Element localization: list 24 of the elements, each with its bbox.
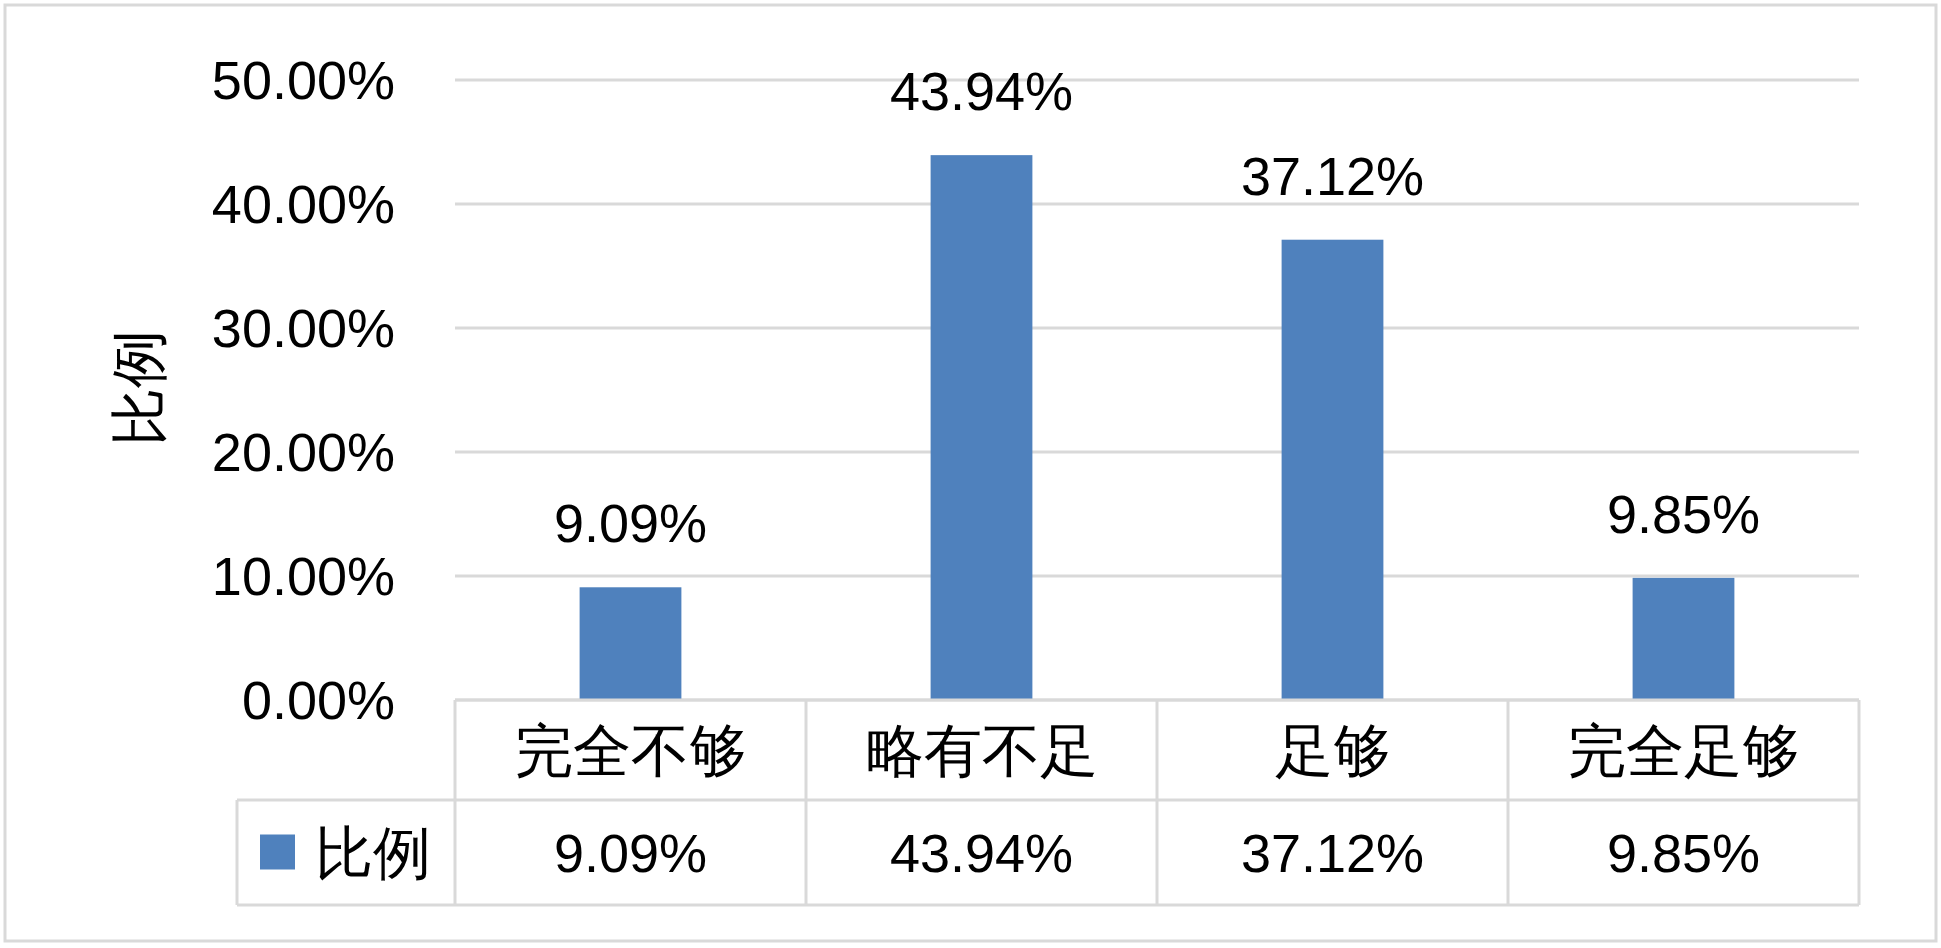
y-tick-label: 30.00% (211, 298, 395, 358)
x-tick-label: 略有不足 (865, 717, 1098, 783)
bar (930, 155, 1033, 700)
y-tick-label: 50.00% (211, 50, 395, 110)
data-label: 43.94% (889, 822, 1074, 883)
legend-label: 比例 (315, 820, 431, 885)
y-tick-label: 40.00% (211, 174, 395, 234)
data-label: 9.09% (553, 822, 708, 883)
data-label: 9.85% (1606, 822, 1761, 883)
x-tick-label: 完全不够 (514, 717, 747, 783)
bar (579, 587, 682, 700)
text: 37.12% (1240, 145, 1425, 206)
y-tick-label: 20.00% (211, 422, 395, 482)
text: 9.09% (553, 493, 708, 554)
y-tick-label: 0.00% (241, 670, 395, 730)
data-label: 37.12% (1240, 822, 1425, 883)
y-tick-label: 10.00% (211, 546, 395, 606)
text: 9.85% (1606, 483, 1761, 544)
x-tick-label: 完全足够 (1567, 717, 1800, 783)
text: 43.94% (889, 61, 1074, 122)
bar (1632, 577, 1735, 700)
y-axis-title: 比例 (105, 330, 171, 446)
bar (1281, 239, 1384, 700)
x-tick-label: 足够 (1274, 717, 1391, 783)
